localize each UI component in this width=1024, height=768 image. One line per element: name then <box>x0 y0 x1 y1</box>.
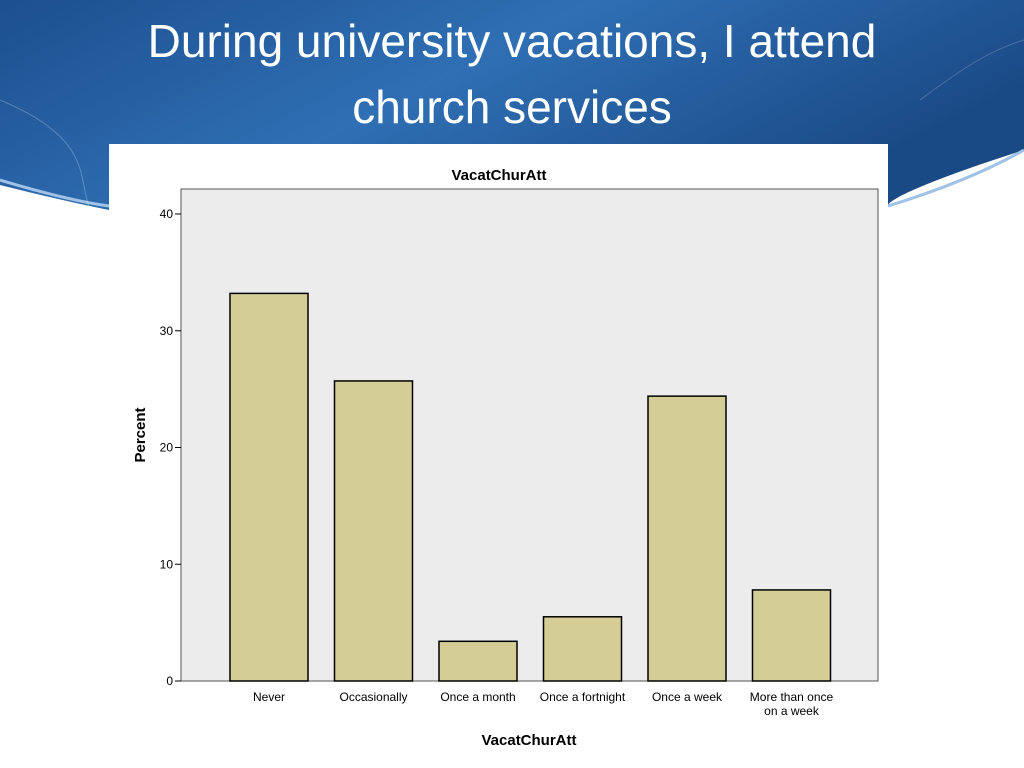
x-axis-title: VacatChurAtt <box>481 732 576 749</box>
y-tick-label: 20 <box>160 441 174 455</box>
x-axis-labels: Never Occasionally Once a month Once a fort… <box>253 690 834 718</box>
bar <box>647 395 727 682</box>
bar <box>438 640 518 682</box>
x-category-label: Once a week <box>652 690 723 704</box>
y-axis: 0 10 20 30 40 <box>160 207 181 688</box>
y-axis-title: Percent <box>132 407 149 462</box>
bar <box>542 616 623 682</box>
x-category-label: Occasionally <box>339 690 407 704</box>
bar <box>333 380 414 682</box>
bar-chart: VacatChurAtt 0 10 20 30 40 Never Occasionally… <box>132 167 879 749</box>
chart-panel: VacatChurAtt 0 10 20 30 40 Never Occasionally… <box>109 144 888 768</box>
slide-title: During university vacations, I attend ch… <box>0 8 1024 140</box>
y-tick-label: 0 <box>166 674 173 688</box>
y-tick-label: 10 <box>160 557 174 571</box>
x-category-label: More than once <box>750 690 834 704</box>
x-category-label: on a week <box>764 704 820 718</box>
bar-series <box>229 292 832 682</box>
y-tick-label: 30 <box>160 324 174 338</box>
chart-title: VacatChurAtt <box>451 167 546 184</box>
slide-title-line-2: church services <box>352 81 672 133</box>
x-category-label: Once a fortnight <box>540 690 626 704</box>
x-category-label: Once a month <box>440 690 515 704</box>
x-category-label: Never <box>253 690 285 704</box>
y-tick-label: 40 <box>160 207 174 221</box>
bar <box>229 292 309 682</box>
slide-title-line-1: During university vacations, I attend <box>147 15 877 67</box>
bar <box>751 589 832 682</box>
